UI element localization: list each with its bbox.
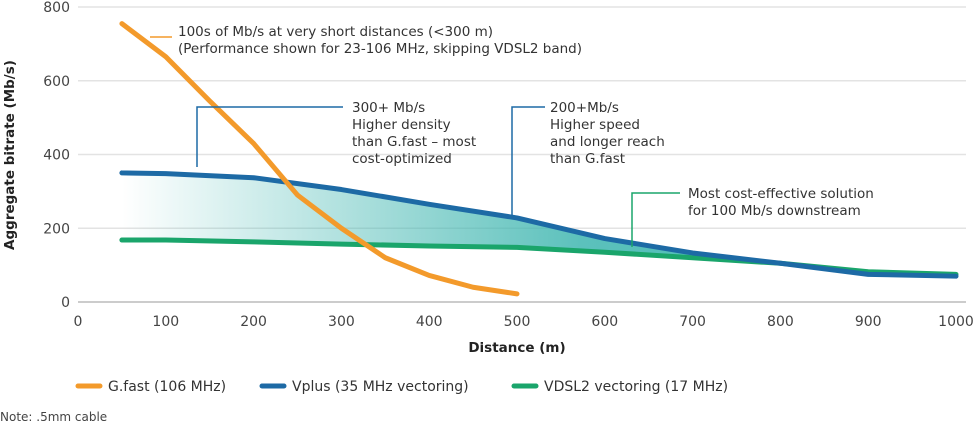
x-tick-label: 500 bbox=[504, 314, 531, 330]
y-tick-label: 800 bbox=[43, 0, 70, 16]
series-line-1 bbox=[119, 170, 959, 279]
annotation-text: cost-optimized bbox=[352, 151, 452, 167]
y-tick-label: 600 bbox=[43, 74, 70, 90]
annotation-text: for 100 Mb/s downstream bbox=[688, 203, 861, 219]
x-tick-label: 800 bbox=[767, 314, 794, 330]
x-tick-label: 700 bbox=[679, 314, 706, 330]
x-tick-label: 1000 bbox=[938, 314, 974, 330]
y-tick-label: 200 bbox=[43, 221, 70, 237]
series-line-0 bbox=[119, 21, 520, 297]
y-tick-label: 0 bbox=[61, 295, 70, 311]
annotation-text: than G.fast – most bbox=[352, 134, 476, 150]
annotation-leader bbox=[511, 106, 545, 215]
legend-label: G.fast (106 MHz) bbox=[108, 379, 226, 395]
x-tick-label: 900 bbox=[855, 314, 882, 330]
note: Note: .5mm cable bbox=[0, 410, 107, 424]
annotation-text: Most cost-effective solution bbox=[688, 186, 874, 202]
x-tick-label: 300 bbox=[328, 314, 355, 330]
annotation-leader bbox=[631, 192, 680, 247]
x-tick-label: 0 bbox=[74, 314, 83, 330]
annotation-text: (Performance shown for 23-106 MHz, skipp… bbox=[178, 41, 582, 57]
x-tick-label: 400 bbox=[416, 314, 443, 330]
annotation-text: and longer reach bbox=[550, 134, 665, 150]
x-axis-title: Distance (m) bbox=[468, 340, 565, 356]
annotation-text: 300+ Mb/s bbox=[352, 100, 425, 116]
annotation-text: Higher density bbox=[352, 117, 451, 133]
annotation-text: than G.fast bbox=[550, 151, 625, 167]
annotation-text: Higher speed bbox=[550, 117, 640, 133]
x-tick-label: 200 bbox=[240, 314, 267, 330]
legend-label: Vplus (35 MHz vectoring) bbox=[292, 379, 469, 395]
x-tick-label: 600 bbox=[591, 314, 618, 330]
annotation-text: 100s of Mb/s at very short distances (<3… bbox=[178, 24, 493, 40]
annotation-text: 200+Mb/s bbox=[550, 100, 619, 116]
legend-label: VDSL2 vectoring (17 MHz) bbox=[544, 379, 728, 395]
y-axis-title: Aggregate bitrate (Mb/s) bbox=[2, 60, 18, 250]
annotation-leader bbox=[196, 106, 343, 167]
x-tick-label: 100 bbox=[152, 314, 179, 330]
y-tick-label: 400 bbox=[43, 148, 70, 164]
